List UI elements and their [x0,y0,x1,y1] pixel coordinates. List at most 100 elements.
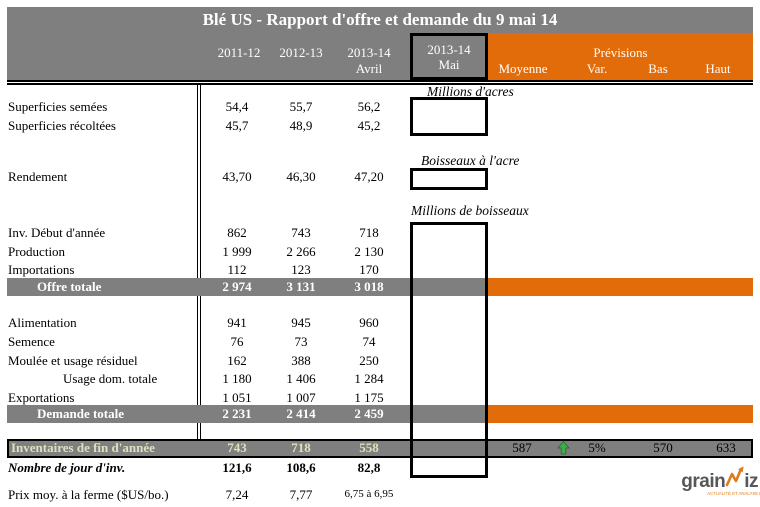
label-column-double-line [197,85,201,439]
value-2012-13: 3 131 [286,279,316,294]
col-header-haut: Haut [705,61,731,76]
table-row: Superficies récoltées 45,7 48,9 45,2 [0,116,760,135]
table-row: Importations 112 123 170 [0,260,760,279]
row-label: Semence [8,334,55,349]
report-title: Blé US - Rapport d'offre et demande du 9… [202,10,558,29]
table-row: Usage dom. totale 1 180 1 406 1 284 [0,369,760,388]
farm-price-row: Prix moy. à la ferme ($US/bo.) 7,24 7,77… [0,485,760,504]
logo-text-iz: iz [744,471,758,492]
logo-text-grain: grain [681,471,726,492]
mai-forecast-box-bushels [410,222,488,478]
value-2011-12: 2 974 [222,279,252,294]
value-2012-13: 55,7 [289,99,313,114]
mai-forecast-box-yield [410,168,488,190]
table-row: Alimentation 941 945 960 [0,313,760,332]
value-2013-14-avril: 1 284 [354,371,384,386]
total-demand-row: Demande totale 2 231 2 414 2 459 [0,405,760,423]
row-label: Superficies récoltées [8,118,116,133]
col-header-2013-14-mai-month: Mai [438,56,460,72]
row-label: Prix moy. à la ferme ($US/bo.) [8,487,169,502]
table-row: Moulée et usage résiduel 162 388 250 [0,351,760,370]
value-2013-14-avril: 718 [359,225,379,240]
value-2012-13: 46,30 [286,169,316,184]
value-2011-12: 1 051 [222,390,252,405]
value-2011-12: 2 231 [222,406,252,421]
ending-stocks-row: Inventaires de fin d'année 743 718 558 5… [0,439,760,458]
row-label: Alimentation [8,315,77,330]
value-2013-14-avril: 960 [359,315,379,330]
value-2013-14-avril: 170 [359,262,379,277]
row-label: Exportations [8,390,75,405]
row-label: Demande totale [37,406,125,421]
ending-stocks-band [7,439,753,458]
value-2011-12: 45,7 [225,118,249,133]
value-2011-12: 121,6 [222,460,252,475]
value-2011-12: 1 180 [222,371,252,386]
col-header-moyenne: Moyenne [498,61,548,76]
value-2012-13: 743 [291,225,311,240]
col-header-2013-14-mai-box: 2013-14 Mai [410,33,488,80]
orange-band [488,405,753,423]
value-2011-12: 54,4 [225,99,249,114]
value-variation: 5% [588,440,606,455]
value-2012-13: 1 007 [286,390,316,405]
table-row: Inv. Début d'année 862 743 718 [0,223,760,242]
row-label: Inv. Début d'année [8,225,106,240]
row-label: Superficies semées [8,99,108,114]
row-label: Production [8,244,66,259]
value-2012-13: 1 406 [286,371,316,386]
col-header-previsions: Prévisions [593,45,648,60]
grainwiz-logo-text: grain iz [652,466,758,491]
value-2011-12: 1 999 [222,244,252,259]
value-2011-12: 76 [230,334,244,349]
row-label: Offre totale [37,279,102,294]
value-2012-13: 48,9 [289,118,313,133]
table-row: Semence 76 73 74 [0,332,760,351]
unit-label-yield: Boisseaux à l'acre [421,153,520,168]
value-2011-12: 743 [227,440,247,455]
orange-band [488,278,753,296]
table-row: Production 1 999 2 266 2 130 [0,242,760,261]
value-2013-14-avril: 74 [362,334,376,349]
previsions-block [488,33,753,80]
value-moyenne: 587 [512,440,532,455]
table-row: Exportations 1 051 1 007 1 175 [0,388,760,407]
value-2013-14-avril: 47,20 [354,169,384,184]
unit-label-acres: Millions d'acres [427,84,514,99]
value-2012-13: 7,77 [289,487,313,502]
value-2011-12: 112 [227,262,247,277]
value-2012-13: 2 266 [286,244,316,259]
value-2012-13: 718 [291,440,311,455]
col-header-2013-14-avril-month: Avril [355,61,383,76]
col-header-2013-14-avril-year: 2013-14 [347,45,391,60]
value-bas: 570 [653,440,673,455]
value-2013-14-avril: 56,2 [357,99,381,114]
value-haut: 633 [716,440,736,455]
value-2013-14-avril: 45,2 [357,118,381,133]
value-2012-13: 945 [291,315,311,330]
col-header-bas: Bas [648,61,668,76]
value-2013-14-avril: 1 175 [354,390,384,405]
mai-forecast-box-acres [410,97,488,136]
col-header-2012-13: 2012-13 [279,45,323,60]
unit-label-bushels: Millions de boisseaux [411,203,529,218]
total-supply-row: Offre totale 2 974 3 131 3 018 [0,278,760,296]
gray-band [7,405,488,423]
col-header-2011-12: 2011-12 [217,45,261,60]
value-2013-14-avril: 250 [359,353,379,368]
up-arrow-icon [557,440,573,456]
value-2013-14-avril: 3 018 [354,279,384,294]
row-label: Usage dom. totale [63,371,158,386]
report-header: Blé US - Rapport d'offre et demande du 9… [7,7,753,80]
value-2012-13: 388 [291,353,311,368]
gray-band [7,278,488,296]
value-2011-12: 7,24 [225,487,249,502]
row-label: Inventaires de fin d'année [11,440,155,455]
days-of-inventory-row: Nombre de jour d'inv. 121,6 108,6 82,8 [0,458,760,477]
row-label: Importations [8,262,75,277]
grainwiz-logo: grain iz ACTUALITÉ ET ANALYSE DU MARCHÉ … [652,466,760,501]
col-header-2013-14-mai-year: 2013-14 [427,41,471,57]
logo-w-chart-arrow-icon [725,466,745,491]
value-2013-14-avril: 2 459 [354,406,384,421]
